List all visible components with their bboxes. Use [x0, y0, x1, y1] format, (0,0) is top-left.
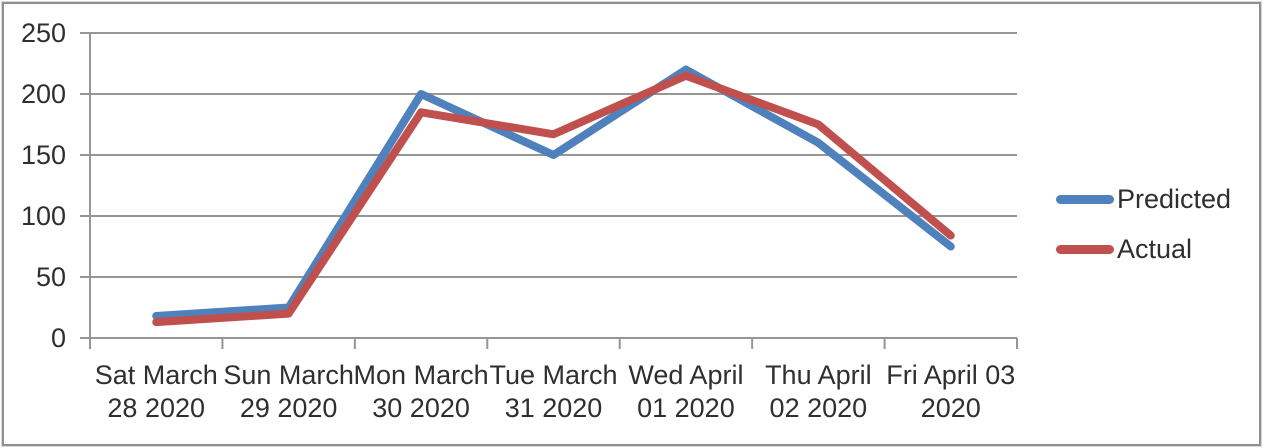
- predicted-series-line: [152, 65, 955, 321]
- y-tick-label-100: 100: [21, 201, 66, 231]
- x-category-label-4: Wed April 01 2020: [628, 360, 743, 423]
- predicted-legend-label: Predicted: [1117, 184, 1232, 214]
- actual-legend-label: Actual: [1117, 234, 1193, 264]
- y-tick-label-150: 150: [21, 140, 66, 170]
- actual-series-line: [152, 71, 955, 327]
- x-category-label-5: Thu April 02 2020: [765, 360, 872, 423]
- x-category-label-3: Tue March 31 2020: [489, 360, 617, 423]
- y-tick-label-250: 250: [21, 18, 66, 48]
- x-category-label-2: Mon March 30 2020: [354, 360, 489, 423]
- y-tick-label-200: 200: [21, 79, 66, 109]
- legend-item-actual: Actual: [1056, 231, 1192, 267]
- legend-item-predicted: Predicted: [1056, 181, 1231, 217]
- predicted-legend-marker: [1056, 194, 1114, 204]
- y-tick-label-50: 50: [36, 262, 66, 292]
- x-category-label-0: Sat March 28 2020: [95, 360, 218, 423]
- x-category-label-6: Fri April 03 2020: [886, 360, 1015, 423]
- y-tick-label-0: 0: [51, 323, 66, 353]
- x-category-label-1: Sun March 29 2020: [223, 360, 354, 423]
- actual-legend-marker: [1056, 244, 1114, 254]
